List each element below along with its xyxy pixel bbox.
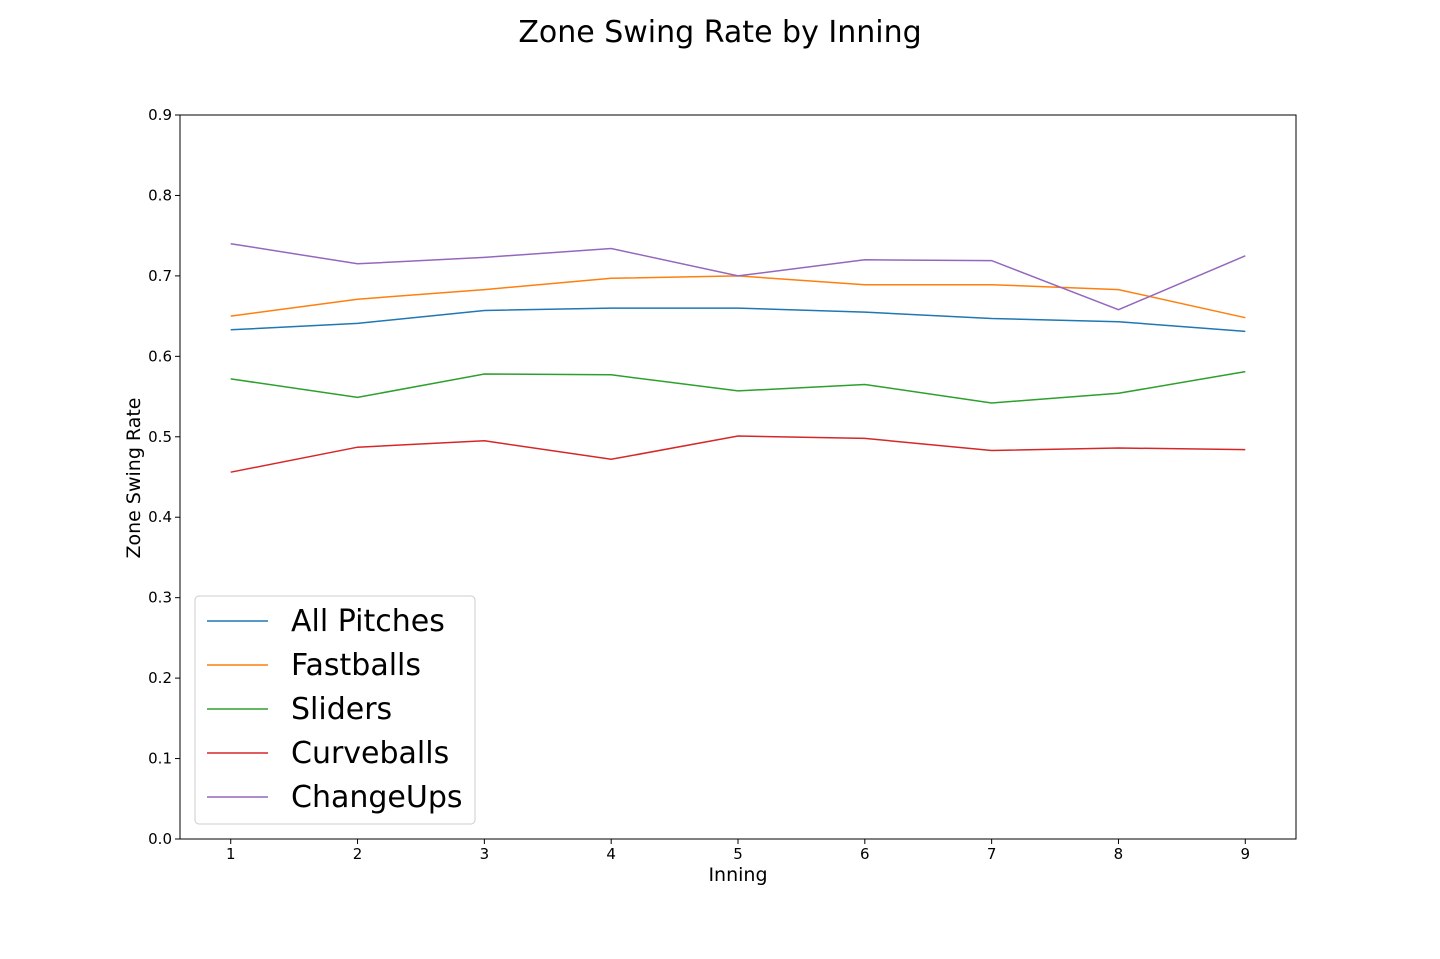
x-tick-label: 3: [480, 845, 490, 863]
x-tick-label: 5: [733, 845, 743, 863]
x-tick-label: 8: [1114, 845, 1124, 863]
legend-label-fastballs: Fastballs: [291, 648, 421, 683]
y-tick-label: 0.5: [148, 428, 172, 446]
legend-label-changeups: ChangeUps: [291, 780, 463, 815]
series-line-curveballs: [230, 435, 1246, 473]
y-tick-label: 0.0: [148, 830, 172, 848]
y-axis: 0.0 0.1 0.2 0.3 0.4 0.5 0.6 0.7 0.8 0.9: [148, 106, 180, 848]
x-tick-label: 9: [1240, 845, 1250, 863]
legend-label-curveballs: Curveballs: [291, 736, 449, 771]
y-tick-label: 0.2: [148, 669, 172, 687]
series-line-fastballs: [230, 275, 1246, 319]
y-tick-label: 0.7: [148, 267, 172, 285]
x-tick-label: 6: [860, 845, 870, 863]
legend-label-all-pitches: All Pitches: [291, 604, 445, 639]
y-tick-label: 0.6: [148, 347, 172, 365]
x-tick-label: 1: [226, 845, 236, 863]
series-line-sliders: [230, 370, 1246, 404]
x-tick-label: 7: [987, 845, 997, 863]
y-tick-label: 0.9: [148, 106, 172, 124]
y-tick-label: 0.3: [148, 589, 172, 607]
series-lines: [230, 242, 1246, 473]
legend: All Pitches Fastballs Sliders Curveballs Cha…: [194, 595, 476, 825]
x-tick-label: 4: [606, 845, 616, 863]
x-axis: 1 2 3 4 5 6 7 8 9: [226, 839, 1250, 863]
legend-box: [194, 595, 476, 825]
y-axis-title: Zone Swing Rate: [123, 398, 145, 559]
x-axis-title: Inning: [708, 864, 767, 886]
series-line-all-pitches: [230, 307, 1246, 333]
chart-title: Zone Swing Rate by Inning: [518, 15, 921, 50]
plot-area: 0.0 0.1 0.2 0.3 0.4 0.5 0.6 0.7 0.8 0.9 1 2 3 4 5 6 7 8 9: [148, 106, 1297, 863]
y-tick-label: 0.1: [148, 750, 172, 768]
series-line-changeups: [230, 242, 1246, 311]
legend-label-sliders: Sliders: [291, 692, 392, 727]
x-tick-label: 2: [353, 845, 363, 863]
y-tick-label: 0.8: [148, 186, 172, 204]
y-tick-label: 0.4: [148, 508, 172, 526]
